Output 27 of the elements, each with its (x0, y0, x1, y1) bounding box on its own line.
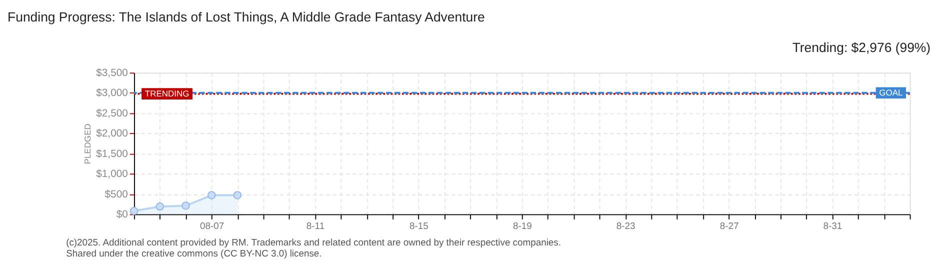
y-tick-label: $500 (104, 189, 128, 200)
x-tick-label: 8-19 (512, 220, 532, 231)
point (156, 202, 164, 211)
point (233, 191, 242, 200)
ref-line-label: GOAL (879, 88, 903, 98)
y-axis-title: PLEDGED (82, 124, 92, 164)
y-tick-label: $3,000 (96, 88, 128, 100)
y-tick-label: $1,500 (96, 148, 128, 160)
y-tick-label: $2,000 (96, 128, 128, 140)
x-tick-label: 8-31 (823, 220, 842, 231)
y-tick-label: $0 (116, 210, 128, 221)
x-tick-label: 08-07 (200, 220, 224, 231)
text: Trending: $2,976 (99%) (792, 40, 931, 55)
x-tick-label: 8-15 (410, 220, 428, 231)
chart-title: Funding Progress: The Islands of Lost Things, A Middle Grade Fantasy Adventure (8, 10, 485, 25)
x-tick-label: 8-23 (616, 220, 636, 231)
point (130, 206, 138, 216)
point (207, 191, 216, 200)
y-tick-label: $2,500 (96, 108, 128, 120)
ref-line-label: TRENDING (144, 88, 190, 99)
point (182, 202, 190, 210)
x-tick-label: 8-11 (306, 220, 325, 231)
x-tick-label: 8-27 (720, 220, 739, 231)
y-tick-label: $1,000 (96, 169, 128, 180)
text: (c)2025. Additional content provided by RM. Trademarks and related content are owned by their respective companies. (66, 236, 561, 248)
text: Shared under the creative commons (CC BY-NC 3.0) license. (66, 248, 322, 259)
y-tick-label: $3,500 (96, 68, 128, 79)
